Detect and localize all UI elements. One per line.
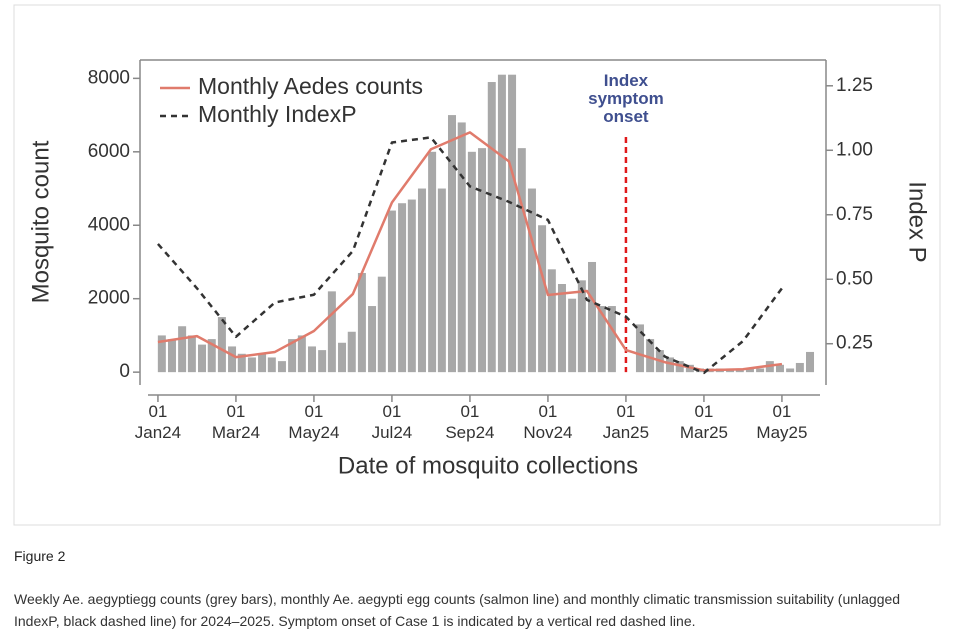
y-tick-label: 2000 xyxy=(88,288,130,309)
bar xyxy=(745,368,754,373)
bar xyxy=(577,280,586,373)
y-axis-label: Mosquito count xyxy=(27,140,54,303)
y-tick-label: 8000 xyxy=(88,67,130,88)
bar xyxy=(786,368,795,373)
bar xyxy=(338,342,347,373)
y2-axis-label: Index P xyxy=(904,181,931,262)
y2-tick-label: 0.25 xyxy=(836,333,873,354)
bar xyxy=(675,361,684,373)
bar xyxy=(178,326,187,373)
bar xyxy=(775,364,784,373)
bar xyxy=(258,353,267,373)
bar xyxy=(217,317,226,373)
onset-annotation: Index symptom onset xyxy=(588,71,664,126)
bar xyxy=(307,346,316,373)
bar xyxy=(387,210,396,373)
bar xyxy=(437,188,446,373)
bar xyxy=(497,74,506,373)
bar xyxy=(357,272,366,373)
bar xyxy=(277,361,286,373)
chart-frame xyxy=(13,4,941,526)
bar xyxy=(297,335,306,373)
chart: Mosquito count Index P Date of mosquito … xyxy=(13,4,941,526)
bar xyxy=(327,291,336,373)
bar xyxy=(635,324,644,373)
x-tick-label: 01 May25 xyxy=(756,402,808,442)
bar xyxy=(247,357,256,373)
bar xyxy=(597,306,606,373)
y2-tick-label: 1.25 xyxy=(836,75,873,96)
bar xyxy=(377,276,386,373)
x-tick-label: 01 Nov24 xyxy=(523,402,573,442)
bar xyxy=(646,339,655,373)
bar xyxy=(806,351,815,373)
x-tick-label: 01 Jan25 xyxy=(602,402,650,442)
x-tick-label: 01 Sep24 xyxy=(445,402,495,442)
bar xyxy=(478,148,487,373)
bar xyxy=(428,151,437,373)
bar xyxy=(795,362,804,373)
y-tick-label: 0 xyxy=(119,361,130,382)
legend-label: Monthly Aedes counts xyxy=(198,73,423,99)
x-tick-label: 01 Jul24 xyxy=(371,402,413,442)
bar xyxy=(368,306,377,373)
bar xyxy=(417,188,426,373)
bar xyxy=(318,350,327,373)
y-tick-label: 4000 xyxy=(88,214,130,235)
bar xyxy=(457,122,466,373)
x-axis-label: Date of mosquito collections xyxy=(338,452,638,479)
bar xyxy=(407,199,416,373)
bar xyxy=(267,357,276,373)
bar xyxy=(228,346,237,373)
bar xyxy=(568,298,577,373)
bar xyxy=(447,115,456,373)
bar xyxy=(756,368,765,373)
bar xyxy=(588,261,597,373)
legend-label: Monthly IndexP xyxy=(198,101,357,127)
y2-tick-label: 1.00 xyxy=(836,139,873,160)
bar xyxy=(187,335,196,373)
bar xyxy=(207,339,216,373)
figure-label: Figure 2 xyxy=(14,548,66,564)
bar xyxy=(538,225,547,373)
bar xyxy=(487,82,496,373)
bar xyxy=(288,339,297,373)
y2-tick-label: 0.50 xyxy=(836,268,873,289)
bar xyxy=(167,339,176,373)
x-tick-label: 01 Mar25 xyxy=(679,402,729,442)
bar xyxy=(547,269,556,373)
bar xyxy=(557,284,566,373)
line-series xyxy=(157,131,783,372)
bar xyxy=(527,188,536,373)
bar xyxy=(508,74,517,373)
bar xyxy=(607,306,616,373)
x-tick-label: 01 Mar24 xyxy=(211,402,261,442)
bar xyxy=(347,331,356,373)
line-series xyxy=(157,136,783,375)
y2-tick-label: 0.75 xyxy=(836,204,873,225)
x-tick-label: 01 May24 xyxy=(288,402,340,442)
y-tick-label: 6000 xyxy=(88,141,130,162)
bar xyxy=(198,344,207,373)
bar xyxy=(237,353,246,373)
bar xyxy=(157,335,166,373)
x-tick-label: 01 Jan24 xyxy=(134,402,182,442)
bar xyxy=(467,151,476,373)
bar xyxy=(666,357,675,373)
bar xyxy=(517,148,526,373)
figure-caption: Weekly Ae. aegyptiegg counts (grey bars)… xyxy=(14,591,901,629)
bar xyxy=(398,203,407,373)
